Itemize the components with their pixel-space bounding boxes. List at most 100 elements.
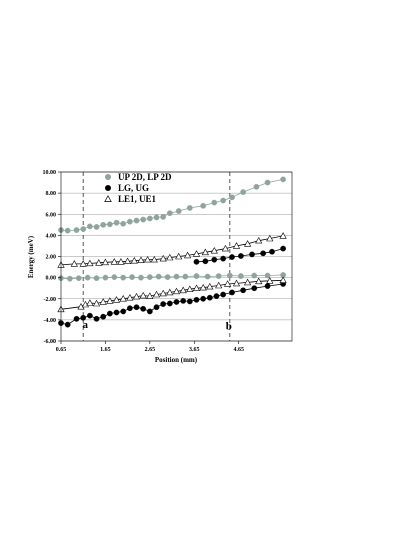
data-point: [106, 297, 114, 304]
data-point: [221, 244, 230, 252]
data-point: [139, 291, 147, 299]
data-point: [173, 273, 180, 280]
data-point: [73, 315, 80, 322]
data-point: [93, 224, 100, 230]
data-point: [127, 218, 133, 225]
data-point: [64, 321, 71, 328]
data-point: [226, 272, 233, 279]
legend-label: LE1, UE1: [118, 194, 157, 204]
data-point: [251, 272, 258, 279]
data-point: [220, 197, 226, 204]
data-point: [80, 226, 87, 232]
y-tick-label: 6.00: [46, 212, 57, 218]
data-point: [193, 296, 200, 303]
data-point: [95, 259, 103, 266]
data-point: [206, 294, 213, 301]
data-point: [269, 248, 275, 255]
data-point: [140, 216, 147, 223]
data-point: [172, 287, 181, 295]
data-point: [107, 310, 113, 317]
data-point: [75, 275, 82, 282]
data-point: [79, 260, 87, 267]
data-point: [210, 246, 218, 254]
axis-ticks: -6.00 -4.00 -2.00 0.00 2.00 4.00 6.00 8.00 10.00…: [43, 170, 244, 353]
series-line: [60, 235, 284, 266]
data-point: [193, 273, 200, 279]
data-point: [117, 258, 125, 265]
data-point: [193, 258, 200, 265]
data-point: [264, 272, 271, 279]
legend-label: LG, UG: [118, 183, 149, 193]
reference-label-a: a: [82, 319, 88, 331]
y-tick-label: 4.00: [46, 233, 57, 239]
data-point: [92, 299, 101, 307]
data-point: [137, 256, 145, 264]
data-point: [220, 255, 226, 262]
data-point: [183, 251, 192, 259]
data-point: [180, 298, 187, 304]
data-point: [129, 274, 135, 280]
data-point: [200, 202, 207, 209]
data-point: [123, 257, 132, 265]
data-point: [120, 274, 127, 281]
data-point: [179, 286, 187, 294]
data-point: [113, 219, 120, 226]
data-point: [264, 179, 271, 186]
data-point: [127, 305, 133, 312]
y-tick-label: 10.00: [43, 170, 57, 176]
data-point: [86, 299, 94, 306]
data-point: [175, 252, 183, 260]
data-point: [223, 280, 232, 287]
data-point: [206, 282, 214, 290]
data-point: [232, 279, 241, 287]
data-point: [175, 208, 182, 214]
x-axis-label: Position (mm): [155, 356, 198, 364]
data-point: [132, 292, 141, 300]
data-point: [166, 210, 173, 217]
data-point: [243, 278, 252, 286]
data-point: [153, 304, 160, 311]
data-point: [86, 259, 94, 267]
data-point: [152, 290, 161, 298]
legend-label: UP 2D, LP 2D: [118, 172, 172, 182]
y-tick-label: -6.00: [44, 339, 57, 345]
data-point: [211, 256, 218, 263]
series-ug: [193, 245, 286, 265]
data-point: [186, 298, 193, 305]
y-tick-label: -4.00: [44, 318, 57, 324]
data-point: [140, 305, 147, 312]
data-point: [153, 214, 160, 221]
data-point: [280, 245, 286, 252]
data-point: [102, 274, 109, 281]
data-point: [213, 293, 220, 299]
data-point: [100, 221, 107, 228]
data-point: [238, 253, 244, 259]
data-series: [57, 176, 287, 328]
data-point: [255, 236, 263, 244]
data-point: [87, 223, 93, 230]
data-point: [150, 255, 158, 263]
data-point: [280, 176, 286, 183]
data-point: [133, 304, 140, 311]
data-point: [143, 255, 152, 263]
data-point: [146, 274, 153, 280]
data-point: [166, 300, 173, 307]
data-point: [279, 276, 287, 284]
data-point: [240, 189, 246, 195]
series-le1: [57, 276, 287, 313]
data-point: [146, 215, 153, 222]
data-point: [251, 285, 258, 292]
data-point: [238, 273, 244, 279]
data-point: [229, 194, 235, 201]
data-point: [279, 232, 287, 239]
data-point: [70, 260, 78, 267]
data-point: [120, 308, 127, 315]
series-ue1: [57, 232, 287, 268]
data-point: [99, 298, 107, 305]
data-point: [67, 275, 73, 282]
x-tick-label: 1.65: [100, 347, 111, 353]
y-tick-label: 8.00: [46, 191, 57, 197]
data-point: [215, 281, 223, 289]
data-point: [93, 315, 100, 322]
